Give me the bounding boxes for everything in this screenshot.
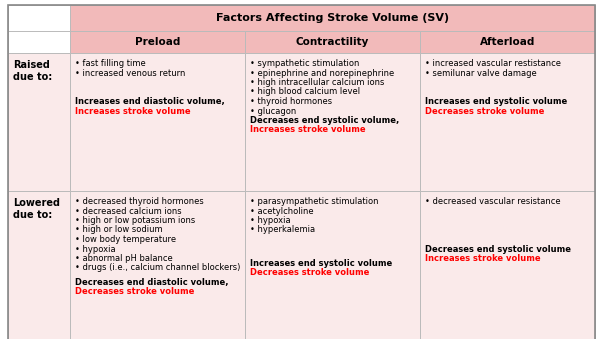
Text: • low body temperature: • low body temperature — [75, 235, 176, 244]
Text: • glucagon: • glucagon — [250, 106, 296, 116]
Text: • acetylcholine: • acetylcholine — [250, 206, 314, 216]
Text: • thyroid hormones: • thyroid hormones — [250, 97, 332, 106]
Text: • fast filling time: • fast filling time — [75, 59, 146, 68]
Text: • high or low potassium ions: • high or low potassium ions — [75, 216, 195, 225]
Text: • sympathetic stimulation: • sympathetic stimulation — [250, 59, 359, 68]
Text: Increases stroke volume: Increases stroke volume — [425, 254, 541, 263]
Bar — [8, 31, 70, 53]
Bar — [8, 5, 70, 31]
Text: • high intracellular calcium ions: • high intracellular calcium ions — [250, 78, 385, 87]
Bar — [420, 191, 595, 339]
Bar — [70, 191, 245, 339]
Text: • abnormal pH balance: • abnormal pH balance — [75, 254, 173, 263]
Text: • hyperkalemia: • hyperkalemia — [250, 225, 315, 235]
Text: • epinephrine and norepinephrine: • epinephrine and norepinephrine — [250, 68, 394, 78]
Text: Decreases end diastolic volume,: Decreases end diastolic volume, — [75, 278, 229, 287]
Text: Decreases stroke volume: Decreases stroke volume — [75, 287, 194, 296]
Text: • drugs (i.e., calcium channel blockers): • drugs (i.e., calcium channel blockers) — [75, 263, 241, 273]
Text: Raised
due to:: Raised due to: — [13, 60, 52, 82]
Text: • high or low sodium: • high or low sodium — [75, 225, 163, 235]
Bar — [70, 53, 245, 191]
Text: • increased venous return: • increased venous return — [75, 68, 185, 78]
Text: • hypoxia: • hypoxia — [250, 216, 290, 225]
Bar — [420, 31, 595, 53]
Bar — [8, 53, 70, 191]
Text: • decreased vascular resistance: • decreased vascular resistance — [425, 197, 560, 206]
Text: Afterload: Afterload — [480, 37, 535, 47]
Text: Increases stroke volume: Increases stroke volume — [250, 125, 365, 135]
Text: Decreases end systolic volume,: Decreases end systolic volume, — [250, 116, 399, 125]
Text: Increases stroke volume: Increases stroke volume — [75, 106, 191, 116]
Text: • hypoxia: • hypoxia — [75, 244, 116, 254]
Text: Contractility: Contractility — [296, 37, 369, 47]
Text: Decreases stroke volume: Decreases stroke volume — [250, 268, 370, 277]
Bar — [70, 31, 245, 53]
Text: • parasympathetic stimulation: • parasympathetic stimulation — [250, 197, 379, 206]
Bar — [8, 191, 70, 339]
Text: Preload: Preload — [135, 37, 180, 47]
Text: • semilunar valve damage: • semilunar valve damage — [425, 68, 537, 78]
Bar — [245, 53, 420, 191]
Text: • high blood calcium level: • high blood calcium level — [250, 87, 360, 97]
Text: • decreased calcium ions: • decreased calcium ions — [75, 206, 182, 216]
Text: Increases end systolic volume: Increases end systolic volume — [250, 259, 392, 268]
Text: Lowered
due to:: Lowered due to: — [13, 198, 60, 220]
Bar — [245, 31, 420, 53]
Text: Factors Affecting Stroke Volume (SV): Factors Affecting Stroke Volume (SV) — [216, 13, 449, 23]
Text: Increases end systolic volume: Increases end systolic volume — [425, 97, 567, 106]
Text: • increased vascular restistance: • increased vascular restistance — [425, 59, 561, 68]
Text: Decreases end systolic volume: Decreases end systolic volume — [425, 244, 571, 254]
Text: Increases end diastolic volume,: Increases end diastolic volume, — [75, 97, 225, 106]
Text: • decreased thyroid hormones: • decreased thyroid hormones — [75, 197, 204, 206]
Bar — [245, 191, 420, 339]
Bar — [420, 53, 595, 191]
Text: Decreases stroke volume: Decreases stroke volume — [425, 106, 544, 116]
Bar — [70, 5, 595, 31]
